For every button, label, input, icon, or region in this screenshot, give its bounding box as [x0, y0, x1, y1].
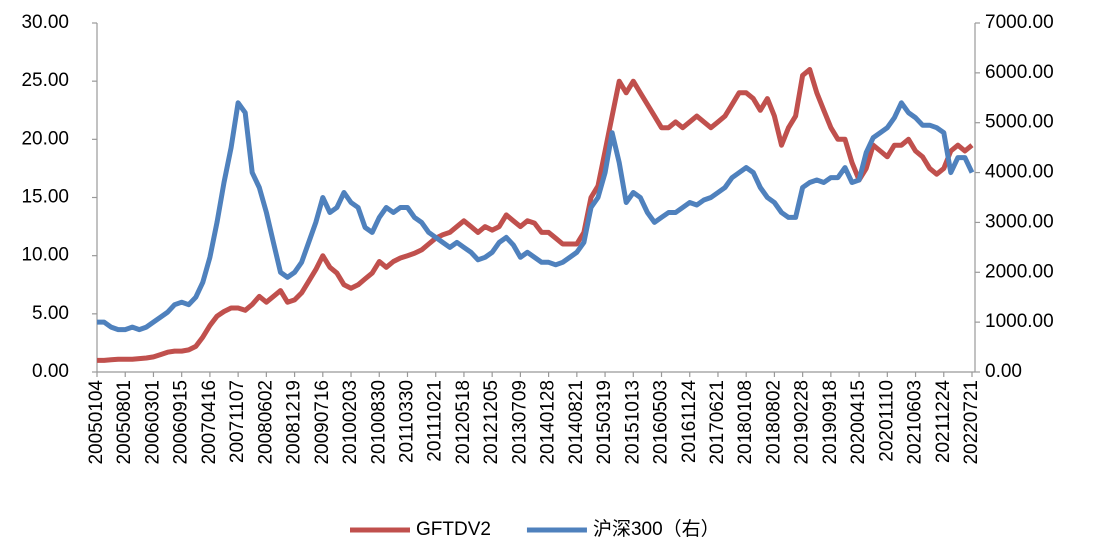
- x-tick-label: 20121205: [481, 380, 502, 465]
- y-tick-label: 15.00: [21, 187, 69, 208]
- x-tick-label: 20180108: [735, 380, 756, 465]
- x-tick-label: 20130709: [509, 380, 530, 465]
- x-tick-label: 20080602: [255, 380, 276, 465]
- y2-tick-label: 7000.00: [985, 12, 1054, 33]
- x-tick-label: 20211224: [933, 380, 954, 464]
- y2-tick-label: 5000.00: [985, 112, 1054, 133]
- x-tick-label: 20071107: [227, 380, 248, 463]
- y2-tick-label: 2000.00: [985, 261, 1054, 282]
- x-tick-label: 20060301: [142, 380, 163, 465]
- x-tick-label: 20070416: [199, 380, 220, 465]
- x-tick-label: 20120518: [453, 380, 474, 465]
- y2-tick-label: 6000.00: [985, 62, 1054, 83]
- x-tick-label: 20090716: [312, 380, 333, 465]
- x-tick-label: 20170621: [707, 380, 728, 465]
- x-tick-label: 20111021: [425, 380, 446, 462]
- y2-tick-label: 3000.00: [985, 211, 1054, 232]
- x-tick-label: 20140128: [538, 380, 559, 465]
- y2-tick-label: 0.00: [985, 361, 1022, 382]
- x-tick-label: 20161124: [679, 380, 700, 464]
- y-tick-label: 30.00: [21, 12, 69, 33]
- legend-label: GFTDV2: [416, 519, 491, 540]
- y-tick-label: 5.00: [32, 303, 69, 324]
- y-tick-label: 0.00: [32, 361, 69, 382]
- x-tick-label: 20100830: [368, 380, 389, 465]
- x-tick-label: 20081219: [284, 380, 305, 465]
- x-tick-label: 20100203: [340, 380, 361, 465]
- x-tick-label: 20140821: [566, 380, 587, 465]
- series-line: [97, 67, 974, 363]
- x-tick-label: 20201110: [876, 380, 897, 462]
- x-tick-label: 20060915: [171, 380, 192, 465]
- x-tick-label: 20110330: [396, 380, 417, 463]
- series-line: [97, 100, 975, 333]
- x-tick-label: 20220721: [961, 380, 982, 465]
- x-tick-label: 20180802: [763, 380, 784, 465]
- x-tick-label: 20200415: [848, 380, 869, 465]
- y-tick-label: 25.00: [21, 70, 69, 91]
- x-tick-label: 20150319: [594, 380, 615, 465]
- x-tick-label: 20160503: [651, 380, 672, 465]
- x-tick-label: 20151013: [622, 380, 643, 465]
- x-tick-label: 20050801: [114, 380, 135, 465]
- x-tick-label: 20190228: [792, 380, 813, 465]
- x-tick-label: 20050104: [86, 380, 107, 465]
- x-tick-label: 20190918: [820, 380, 841, 465]
- y-tick-label: 20.00: [21, 128, 69, 149]
- y2-tick-label: 4000.00: [985, 162, 1054, 183]
- legend-label: 沪深300（右）: [593, 518, 720, 540]
- y-tick-label: 10.00: [21, 245, 69, 266]
- x-tick-label: 20210603: [905, 380, 926, 465]
- y2-tick-label: 1000.00: [985, 311, 1054, 332]
